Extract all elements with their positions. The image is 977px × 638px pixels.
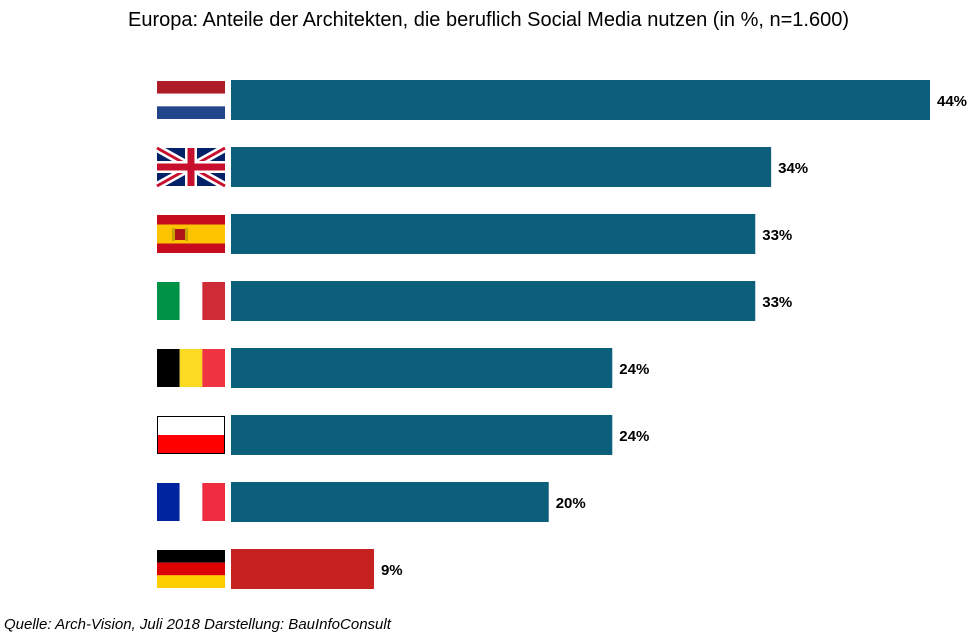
bar-deutschland <box>231 549 374 589</box>
flag-poland-icon <box>157 416 225 454</box>
value-label: 44% <box>937 93 967 110</box>
flag-netherlands-icon <box>157 81 225 119</box>
flag-france-icon <box>157 483 225 521</box>
chart-title: Europa: Anteile der Architekten, die ber… <box>128 9 849 31</box>
bar-frankreich <box>231 482 549 522</box>
value-label: 24% <box>619 361 649 378</box>
bar-belgien <box>231 348 613 388</box>
value-label: 20% <box>556 495 586 512</box>
value-label: 34% <box>778 160 808 177</box>
flag-spain-icon <box>157 215 225 253</box>
value-label: 9% <box>381 562 403 579</box>
value-label: 33% <box>762 227 792 244</box>
flag-belgium-icon <box>157 349 225 387</box>
value-labels-layer: 44% 34% 33% 33% 24% 24% 20% 9% <box>381 93 967 579</box>
value-label: 24% <box>619 428 649 445</box>
bar-polen <box>231 415 613 455</box>
value-label: 33% <box>762 294 792 311</box>
bar-spanien <box>231 214 756 254</box>
bar-großbritannien <box>231 147 772 187</box>
flag-uk-icon <box>155 144 227 190</box>
bar-niederlande <box>231 80 930 120</box>
flags-layer <box>155 81 227 588</box>
bar-italien <box>231 281 756 321</box>
flag-italy-icon <box>157 282 225 320</box>
bars-layer <box>231 80 930 589</box>
source-note: Quelle: Arch-Vision, Juli 2018 Darstellu… <box>4 616 391 633</box>
flag-germany-icon <box>157 550 225 588</box>
